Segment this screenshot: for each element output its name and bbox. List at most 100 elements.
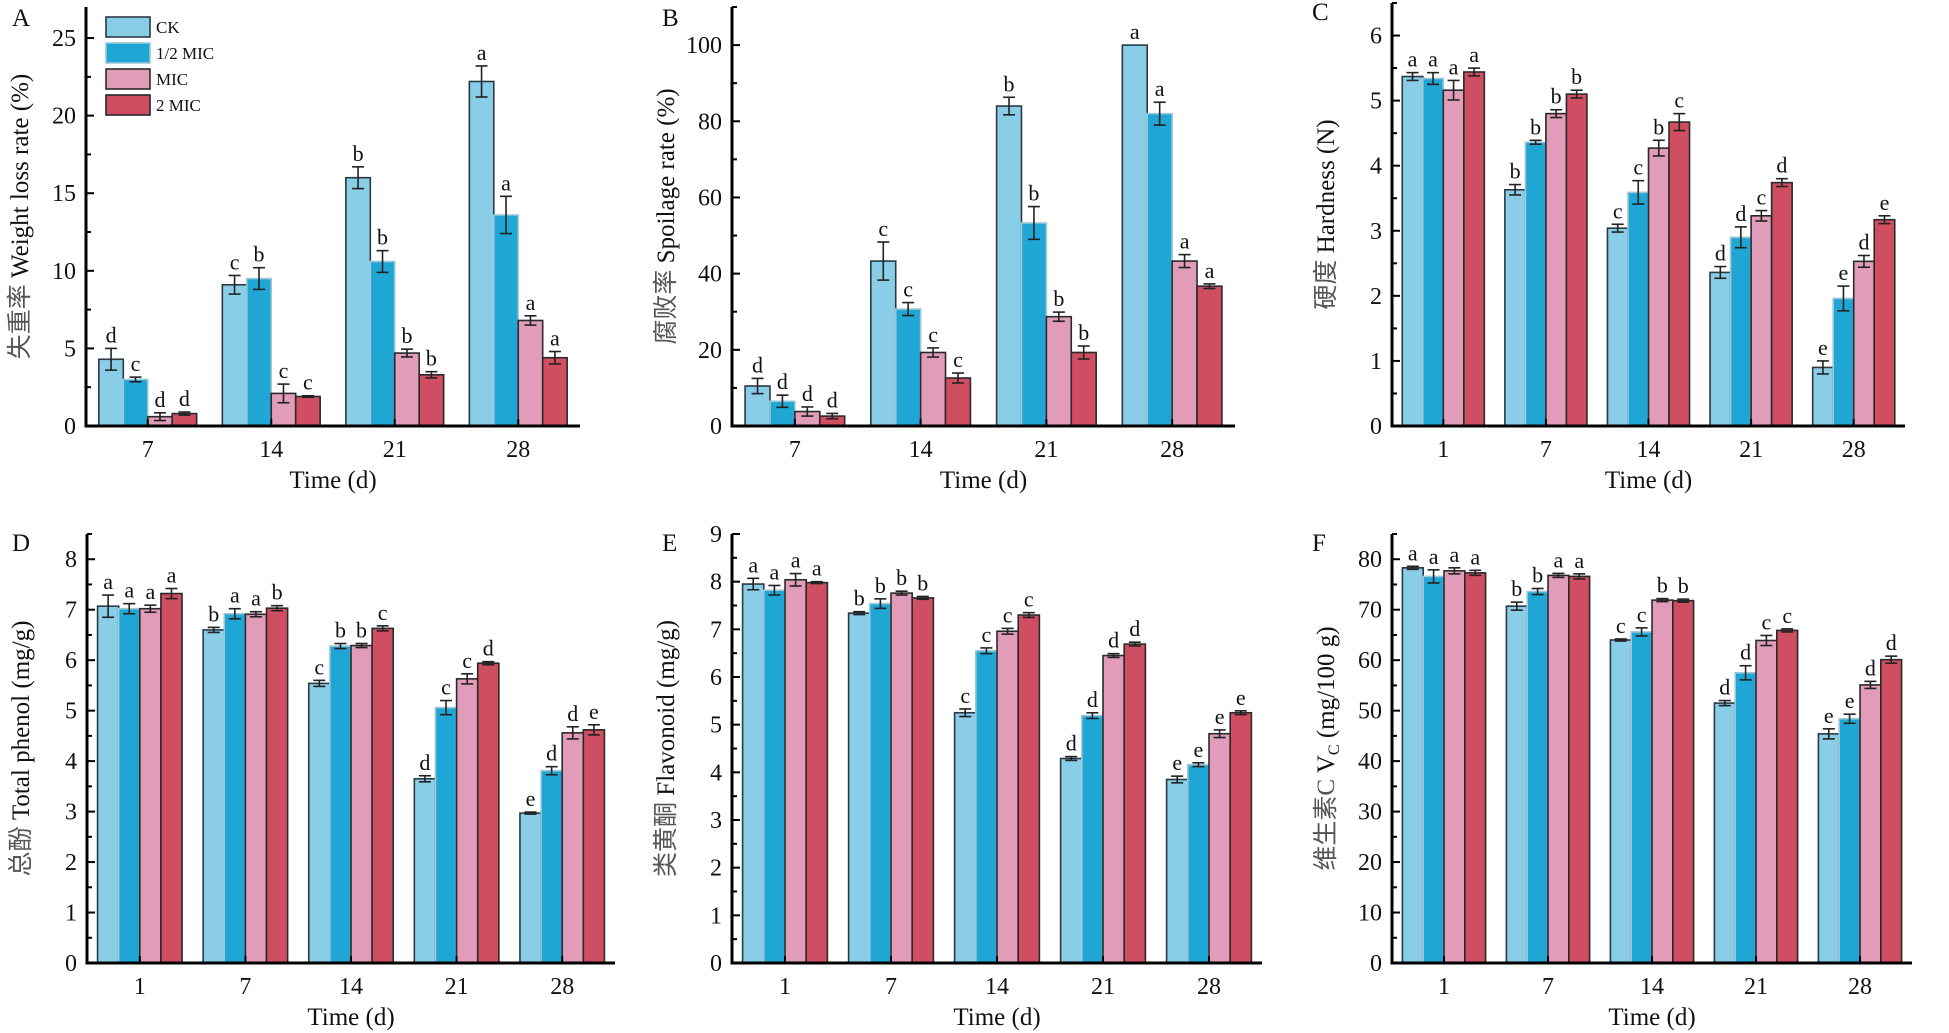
series-1-2-mic: d c b a: [769, 76, 1173, 427]
y-axis-title: 类黄酮 Flavonoid (mg/g): [652, 620, 680, 877]
significance-letter: c: [1756, 185, 1766, 210]
legend-swatch: [105, 68, 151, 90]
y-axis-title-en: Hardness (N): [1313, 119, 1340, 253]
bar: [1017, 614, 1041, 964]
significance-letter: b: [426, 346, 437, 371]
significance-letter: b: [1653, 114, 1664, 139]
significance-letter: c: [1782, 603, 1792, 628]
bar: [307, 682, 331, 964]
bar: [265, 607, 289, 964]
panel-f: a b c d e a b c d e a a b c d a a b c d 0 10 20 30 40 50 60 70 80 1 7 1…: [1300, 517, 1949, 1033]
y-tick-label: 100: [686, 33, 722, 59]
bar: [1102, 654, 1126, 964]
significance-letter: a: [167, 563, 177, 588]
significance-letter: a: [103, 569, 113, 594]
significance-letter: a: [1554, 547, 1564, 572]
bar: [894, 308, 922, 427]
significance-letter: a: [1408, 47, 1418, 72]
y-tick-label: 60: [698, 185, 722, 211]
y-tick-label: 0: [65, 951, 77, 977]
y-tick-label: 8: [710, 570, 722, 596]
bar: [869, 602, 892, 964]
x-tick-label: 28: [1160, 437, 1184, 463]
bar: [1421, 77, 1445, 427]
significance-letter: a: [1428, 47, 1438, 72]
y-axis-title-en: Flavonoid (mg/g): [653, 620, 680, 796]
y-tick-label: 5: [65, 699, 77, 725]
significance-letter: d: [179, 386, 190, 411]
significance-letter: b: [1571, 64, 1582, 89]
panel-d: a b c d e a a b c d a a b c d a b c d e 0 1 2 3 4 5 6 7 8 1 7 14 21 28 Tim…: [0, 517, 650, 1033]
bar: [1401, 567, 1425, 964]
y-tick-label: 80: [1358, 547, 1382, 573]
x-tick-label: 14: [1637, 437, 1661, 463]
bar: [1505, 605, 1528, 964]
x-tick-label: 1: [1438, 974, 1450, 1000]
bar: [1811, 366, 1834, 427]
significance-letter: c: [1616, 613, 1626, 638]
significance-letter: b: [254, 242, 265, 267]
significance-letter: e: [1215, 704, 1225, 729]
significance-letter: d: [1715, 241, 1726, 266]
bar: [371, 627, 395, 964]
significance-letter: c: [1633, 155, 1643, 180]
bar: [160, 592, 183, 964]
panel-letter: A: [12, 5, 30, 32]
significance-letter: a: [477, 40, 487, 65]
significance-letter: b: [1678, 573, 1689, 598]
x-axis-title: Time (d): [1608, 1004, 1695, 1031]
significance-letter: a: [1130, 19, 1140, 44]
x-tick-label: 7: [1542, 974, 1554, 1000]
legend-label: 1/2 MIC: [156, 44, 214, 63]
significance-letter: d: [1776, 153, 1787, 178]
y-tick-label: 60: [1358, 648, 1382, 674]
significance-letter: e: [1194, 737, 1204, 762]
y-tick-label: 4: [710, 760, 722, 786]
plot-area: d c b a d c b a d c b a d c b a: [744, 19, 1223, 427]
y-axis-title-en: Weight loss rate (%): [7, 74, 34, 278]
bar: [1165, 778, 1189, 964]
bar: [1671, 599, 1695, 964]
significance-letter: c: [1024, 587, 1034, 612]
significance-letter: b: [1532, 563, 1543, 588]
axes: 0 1 2 3 4 5 6 7 8 9 1 7 14 21 28: [710, 522, 1262, 1000]
y-tick-label: 5: [64, 336, 76, 362]
significance-letter: c: [928, 322, 938, 347]
bar: [784, 578, 808, 964]
y-tick-label: 8: [65, 547, 77, 573]
y-tick-label: 70: [1358, 598, 1382, 624]
series-2-mic: d c b a: [818, 258, 1223, 427]
significance-letter: b: [1028, 181, 1039, 206]
bar: [1123, 643, 1147, 964]
y-axis-title-unit: (mg/100 g): [1313, 626, 1340, 744]
panel-letter: B: [662, 5, 679, 32]
significance-letter: b: [1657, 573, 1668, 598]
significance-letter: a: [1449, 54, 1459, 79]
significance-letter: b: [917, 570, 928, 595]
y-tick-label: 10: [52, 259, 76, 285]
y-axis-title-cn: 维生素C: [1312, 773, 1340, 870]
significance-letter: d: [777, 369, 788, 394]
x-tick-label: 21: [1091, 974, 1115, 1000]
y-tick-label: 3: [1370, 219, 1382, 245]
series-1-2-mic: a b c d e: [763, 559, 1210, 964]
significance-letter: d: [483, 636, 494, 661]
significance-letter: b: [1053, 286, 1064, 311]
significance-letter: c: [1637, 602, 1647, 627]
x-tick-label: 14: [985, 974, 1009, 1000]
significance-letter: b: [1004, 71, 1015, 96]
bar: [1422, 575, 1445, 964]
bar: [345, 176, 372, 427]
significance-letter: b: [335, 618, 346, 643]
y-tick-label: 15: [52, 181, 76, 207]
x-tick-label: 21: [1034, 437, 1058, 463]
x-tick-label: 7: [1540, 437, 1552, 463]
bar: [540, 769, 564, 964]
significance-letter: b: [896, 565, 907, 590]
